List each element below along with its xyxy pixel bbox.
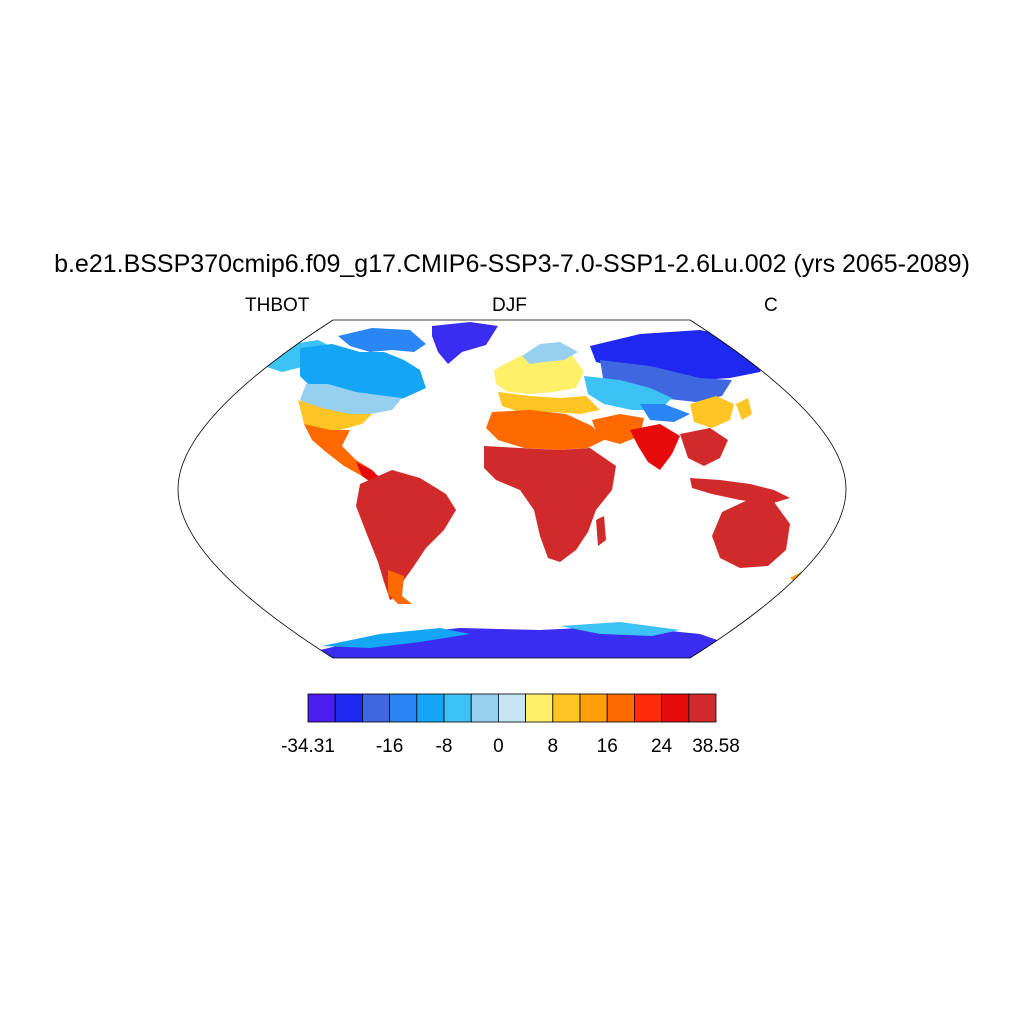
colorbar-swatch [334, 693, 363, 723]
units-label: C [764, 295, 778, 316]
colorbar-swatch [307, 693, 336, 723]
usa-warm [298, 400, 372, 432]
japan [736, 398, 752, 420]
variable-label: THBOT [245, 295, 310, 316]
colorbar-swatch [416, 693, 445, 723]
colorbar-tick-label: 16 [597, 736, 618, 757]
colorbar-swatch [579, 693, 608, 723]
greenland [432, 322, 498, 364]
europe [494, 350, 584, 394]
scandinavia [522, 342, 578, 364]
antarctica-coast [322, 628, 470, 648]
middle-east [592, 414, 644, 444]
antarctica-east-coast [560, 622, 680, 636]
colorbar-tick-label: 24 [651, 736, 673, 757]
mexico [304, 424, 372, 476]
africa [484, 446, 616, 562]
colorbar-tick-label: 0 [493, 736, 504, 757]
colorbar-tick-label: -16 [376, 736, 403, 757]
colorbar-swatch [552, 693, 581, 723]
colorbar-swatch [634, 693, 663, 723]
indonesia [690, 478, 790, 504]
colorbar-swatch [606, 693, 635, 723]
season-label: DJF [492, 295, 527, 316]
patagonia [388, 570, 412, 604]
central-asia [584, 376, 672, 410]
africa-north [486, 410, 604, 450]
north-america-south [300, 384, 402, 414]
colorbar-swatch [688, 693, 717, 723]
plot-title: b.e21.BSSP370cmip6.f09_g17.CMIP6-SSP3-7.… [54, 250, 970, 278]
colorbar-swatch [661, 693, 690, 723]
australia [712, 498, 790, 568]
southeast-asia [680, 428, 728, 466]
colorbar-swatch [443, 693, 472, 723]
tibet [640, 404, 690, 422]
colorbar-tick-label: -34.31 [281, 736, 335, 757]
india [630, 424, 680, 470]
colorbar-swatch [470, 693, 499, 723]
south-america [356, 470, 456, 600]
colorbar-swatch [497, 693, 526, 723]
colorbar-tick-label: -8 [436, 736, 453, 757]
mediterranean [498, 392, 600, 414]
colorbar-swatch [389, 693, 418, 723]
canadian-arctic [338, 328, 426, 352]
colorbar-tick-label: 38.58 [692, 736, 740, 757]
map-boundary [177, 319, 847, 659]
colorbar-swatch [361, 693, 390, 723]
madagascar [596, 516, 606, 546]
colorbar-tick-label: 8 [548, 736, 559, 757]
colorbar-swatch [525, 693, 554, 723]
east-asia [690, 396, 734, 428]
